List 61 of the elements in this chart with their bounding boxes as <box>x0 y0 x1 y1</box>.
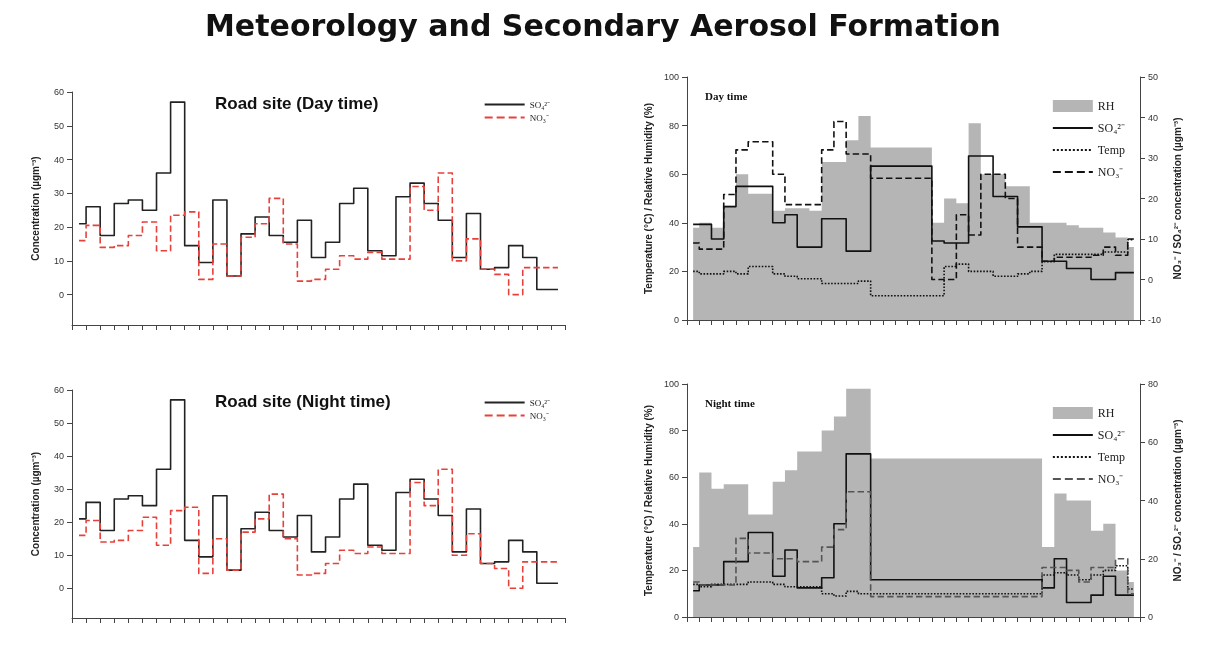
y-tick-label: 60 <box>668 169 679 180</box>
y2-tick-label: 10 <box>1148 234 1159 244</box>
chart-title: Meteorology and Secondary Aerosol Formation <box>204 8 1002 43</box>
y2-tick-label: 20 <box>1148 553 1159 564</box>
y-tick-label: 10 <box>53 550 64 561</box>
y-tick-label: 40 <box>53 154 64 165</box>
y-tick-label: 0 <box>58 289 64 300</box>
legend-label: NO₃⁻ <box>1097 472 1124 486</box>
y2-tick-label: -10 <box>1148 315 1162 325</box>
y2-axis-title: NO₃⁻ / SO₄²⁻ concentration (µgm⁻³) <box>1171 117 1183 280</box>
chart-subtitle: Road site (Night time) <box>215 392 391 411</box>
y2-tick-label: 0 <box>1148 274 1154 285</box>
y-tick-label: 100 <box>663 72 679 82</box>
y2-axis-title: NO₃⁻ / SO₄²⁻ concentration (µgm⁻³) <box>1171 419 1183 582</box>
y-tick-label: 20 <box>668 565 679 576</box>
text: Night time <box>705 396 755 409</box>
legend-label: RH <box>1097 99 1115 113</box>
y2-tick-label: 80 <box>1148 379 1159 389</box>
legend-label: SO₄²⁻ <box>529 397 550 408</box>
y2-tick-label: 40 <box>1148 112 1159 123</box>
y-tick-label: 100 <box>663 379 679 389</box>
y2-tick-label: 0 <box>1148 612 1154 622</box>
y-tick-label: 20 <box>668 266 679 277</box>
legend-label: SO₄²⁻ <box>1097 121 1125 135</box>
y2-tick-label: 50 <box>1148 72 1159 82</box>
y-tick-label: 0 <box>673 612 679 622</box>
y-tick-label: 30 <box>53 484 64 495</box>
legend-label: NO₃⁻ <box>529 112 549 123</box>
y-tick-label: 60 <box>53 385 64 395</box>
legend-label: Temp <box>1097 143 1125 157</box>
y2-tick-label: 30 <box>1148 153 1159 163</box>
y-tick-label: 40 <box>668 217 679 228</box>
y-axis-title: Temperature (°C) / Relative Humidity (%) <box>642 102 654 295</box>
y-axis-title: Temperature (°C) / Relative Humidity (%) <box>642 404 654 597</box>
legend-label: RH <box>1097 406 1115 420</box>
y2-tick-label: 60 <box>1148 437 1159 448</box>
y-tick-label: 50 <box>53 120 64 131</box>
y-tick-label: 60 <box>53 87 64 97</box>
y-axis-title: Concentration (µgm⁻³) <box>29 156 41 261</box>
legend-label: NO₃⁻ <box>529 410 549 421</box>
legend-label: SO₄²⁻ <box>1097 428 1125 442</box>
legend-label: NO₃⁻ <box>1097 165 1124 179</box>
y-tick-label: 60 <box>668 472 679 483</box>
y-tick-label: 20 <box>53 222 64 233</box>
y-tick-label: 30 <box>53 188 64 199</box>
y2-tick-label: 40 <box>1148 495 1159 506</box>
legend-label: Temp <box>1097 450 1125 464</box>
legend-label: SO₄²⁻ <box>529 99 550 110</box>
y-tick-label: 40 <box>53 451 64 462</box>
y-tick-label: 0 <box>58 583 64 594</box>
chart-subtitle: Road site (Day time) <box>215 94 379 113</box>
y-axis-title: Concentration (µgm⁻³) <box>29 451 41 557</box>
y-tick-label: 20 <box>53 517 64 528</box>
y-tick-label: 50 <box>53 418 64 429</box>
y2-tick-label: 20 <box>1148 193 1159 204</box>
y-tick-label: 10 <box>53 255 64 266</box>
y-tick-label: 80 <box>668 425 679 436</box>
y-tick-label: 40 <box>668 518 679 529</box>
text: Day time <box>705 89 748 102</box>
y-tick-label: 0 <box>673 315 679 325</box>
y-tick-label: 80 <box>668 120 679 131</box>
